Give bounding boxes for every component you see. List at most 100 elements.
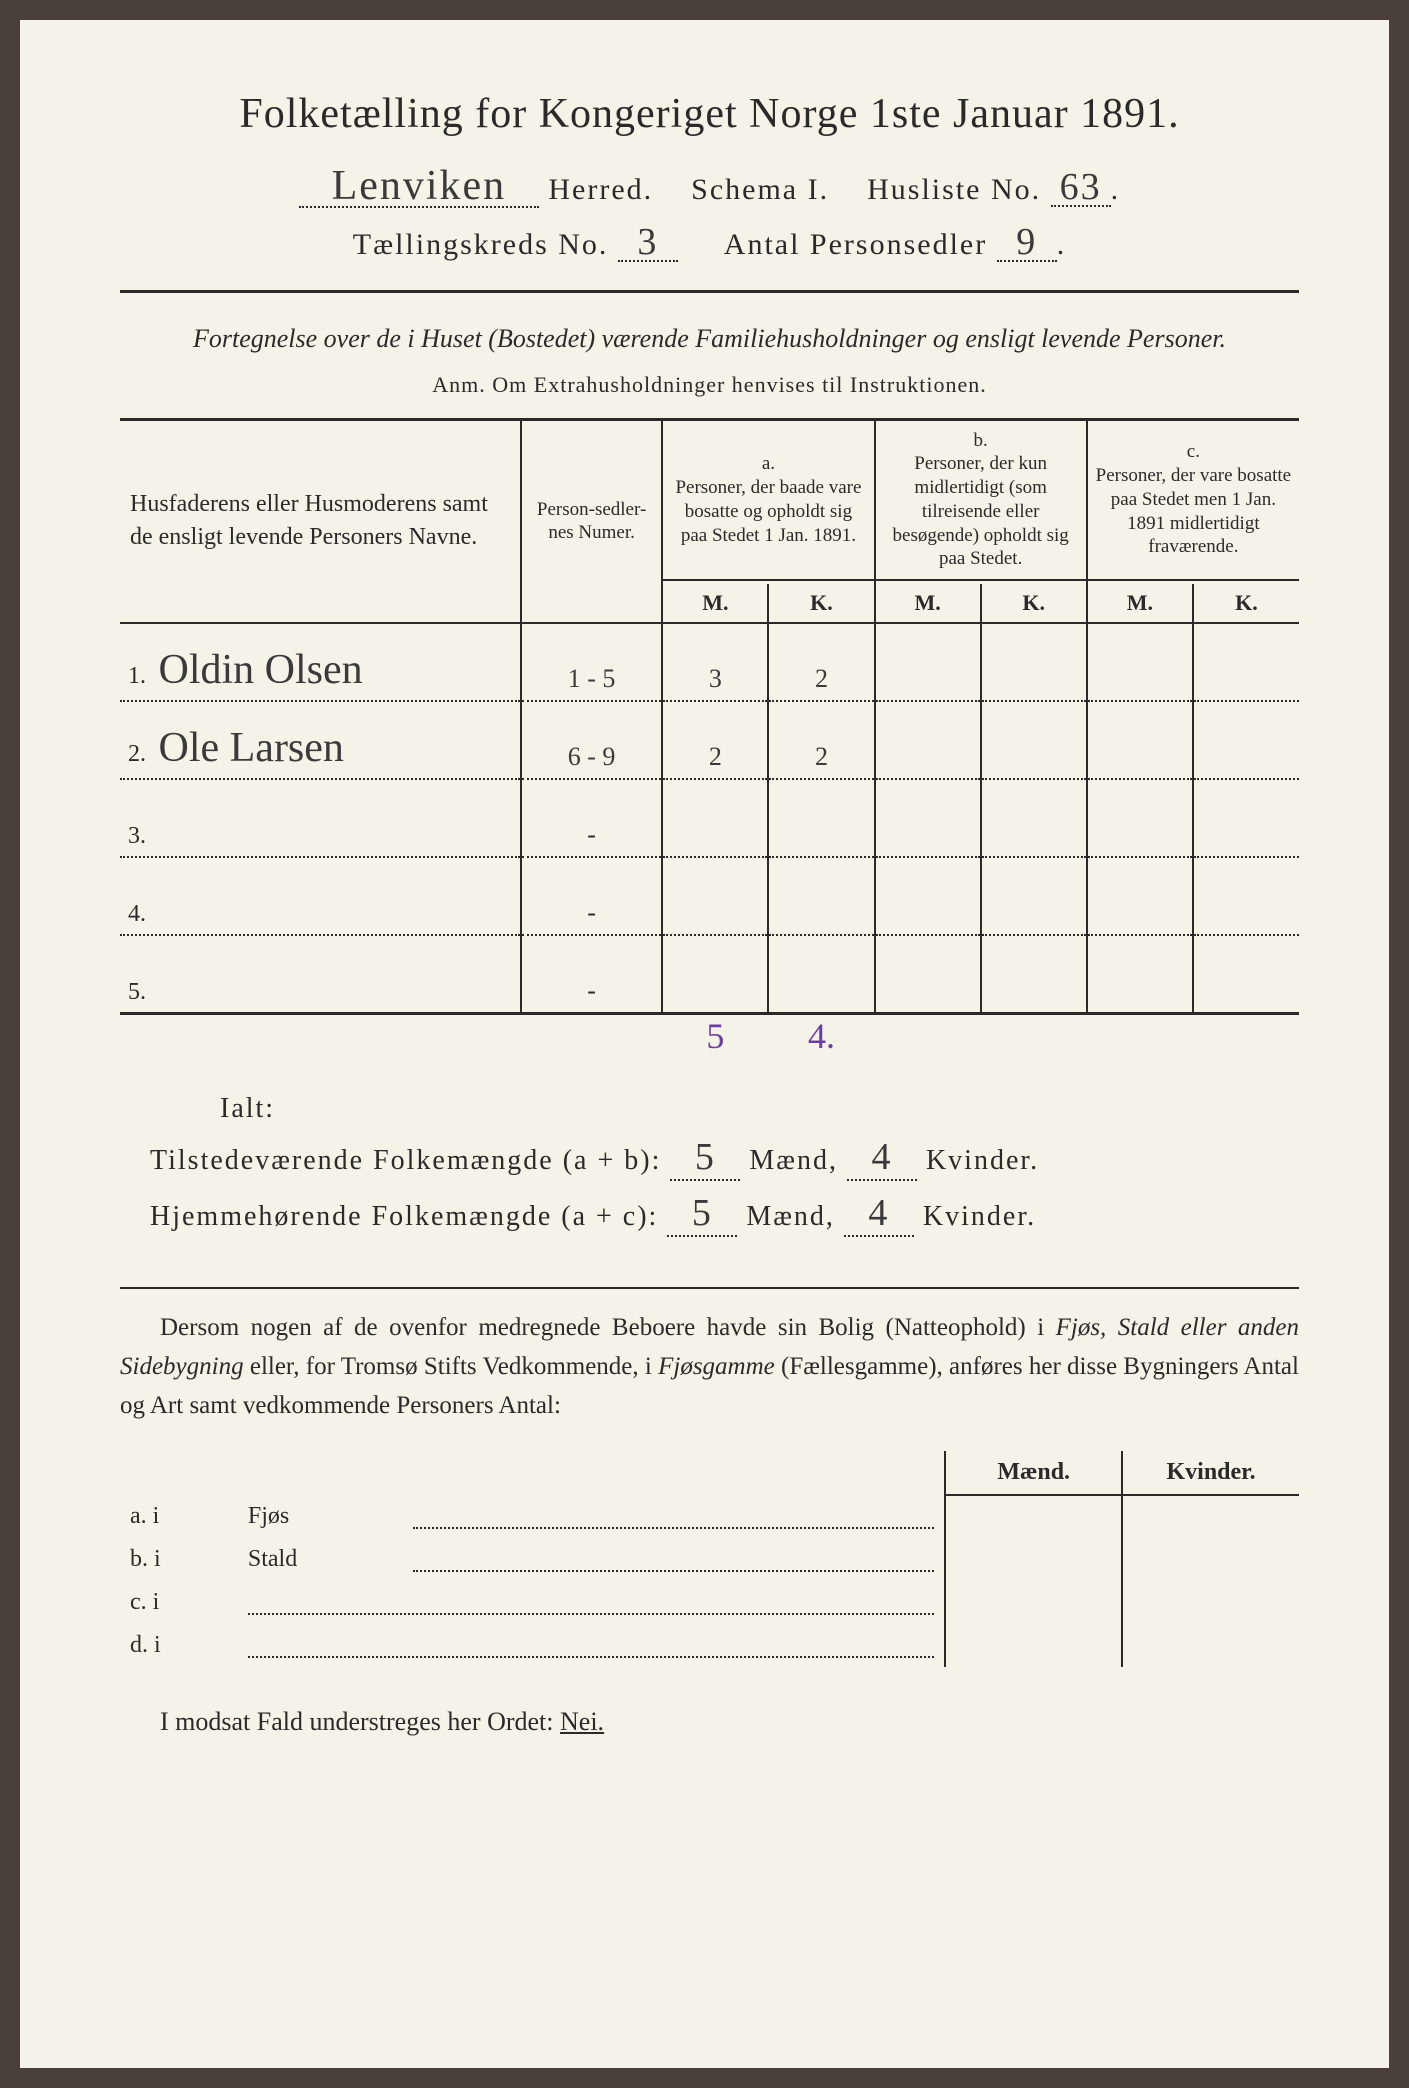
col-a-m: M. [662, 584, 768, 623]
header-line-1: Lenviken Herred. Schema I. Husliste No. … [120, 162, 1299, 208]
totals-line-1: Tilstedeværende Folkemængde (a + b): 5 M… [150, 1135, 1299, 1181]
row-num: 3. [128, 823, 152, 849]
row-num: 4. [128, 901, 152, 927]
totals-block: Ialt: Tilstedeværende Folkemængde (a + b… [120, 1093, 1299, 1237]
col-b-m: M. [875, 584, 981, 623]
lower-row-label: c. i [120, 1581, 238, 1624]
person-name: Oldin Olsen [159, 646, 363, 694]
lower-row: a. i Fjøs [120, 1495, 1299, 1538]
cell-am: 2 [662, 701, 768, 779]
ialt-label: Ialt: [150, 1093, 1299, 1125]
maend-label: Mænd, [746, 1201, 835, 1232]
person-name: Ole Larsen [159, 724, 344, 772]
husliste-label: Husliste No. [867, 173, 1041, 206]
hjemme-k: 4 [844, 1191, 914, 1237]
husliste-value: 63 [1051, 165, 1111, 207]
maend-label: Mænd, [749, 1145, 838, 1176]
col-a-text: Personer, der baade vare bosatte og opho… [669, 476, 867, 547]
col-a-header: a. Personer, der baade vare bosatte og o… [662, 419, 874, 580]
dotfill [413, 1505, 934, 1529]
col-c-label: c. [1094, 440, 1293, 464]
col-b-label: b. [882, 429, 1080, 453]
kvinder-label: Kvinder. [923, 1201, 1036, 1232]
person-sedler: - [521, 857, 662, 935]
herred-label: Herred. [548, 173, 653, 206]
hjemme-label: Hjemmehørende Folkemængde (a + c): [150, 1201, 658, 1232]
person-sedler: - [521, 779, 662, 857]
cell-ck [1193, 623, 1299, 701]
col-b-text: Personer, der kun midlertidigt (som tilr… [882, 452, 1080, 571]
totals-line-2: Hjemmehørende Folkemængde (a + c): 5 Mæn… [150, 1191, 1299, 1237]
person-sedler: 6 - 9 [521, 701, 662, 779]
nei-word: Nei. [560, 1707, 604, 1736]
table-row: 1. Oldin Olsen 1 - 5 3 2 [120, 623, 1299, 701]
lower-table: Mænd. Kvinder. a. i Fjøs b. i Stald c. i… [120, 1451, 1299, 1667]
divider [120, 290, 1299, 293]
cell-bm [875, 623, 981, 701]
kreds-value: 3 [618, 220, 678, 262]
annotation-row: 5 4. [120, 1013, 1299, 1059]
lower-maend-header: Mænd. [945, 1451, 1122, 1495]
cell-bk [981, 701, 1087, 779]
row-num: 5. [128, 979, 152, 1005]
lower-kvinder-header: Kvinder. [1122, 1451, 1299, 1495]
household-table: Husfaderens eller Husmoderens samt de en… [120, 418, 1299, 1060]
person-sedler: - [521, 935, 662, 1013]
lower-row: b. i Stald [120, 1538, 1299, 1581]
antal-value: 9 [997, 220, 1057, 262]
cell-am: 3 [662, 623, 768, 701]
hjemme-m: 5 [667, 1191, 737, 1237]
kreds-label: Tællingskreds No. [353, 228, 609, 261]
col-name-header: Husfaderens eller Husmoderens samt de en… [120, 419, 521, 623]
tilstede-label: Tilstedeværende Folkemængde (a + b): [150, 1145, 661, 1176]
table-row: 3. - [120, 779, 1299, 857]
lower-row-label: d. i [120, 1624, 238, 1667]
lower-row: c. i [120, 1581, 1299, 1624]
col-c-m: M. [1087, 584, 1193, 623]
col-a-k: K. [768, 584, 874, 623]
tilstede-m: 5 [670, 1135, 740, 1181]
col-c-header: c. Personer, der vare bosatte paa Stedet… [1087, 419, 1299, 580]
cell-ck [1193, 701, 1299, 779]
lower-row-label: b. i [120, 1538, 238, 1581]
census-form-page: Folketælling for Kongeriget Norge 1ste J… [20, 20, 1389, 2068]
nei-line: I modsat Fald understreges her Ordet: Ne… [120, 1707, 1299, 1737]
cell-cm [1087, 623, 1193, 701]
person-sedler: 1 - 5 [521, 623, 662, 701]
annot-am: 5 [706, 1016, 724, 1056]
col-c-k: K. [1193, 584, 1299, 623]
table-row: 2. Ole Larsen 6 - 9 2 2 [120, 701, 1299, 779]
divider [120, 1287, 1299, 1289]
col-a-label: a. [669, 452, 867, 476]
row-num: 2. [128, 741, 152, 767]
lower-row-kind: Stald [238, 1538, 403, 1581]
lower-paragraph: Dersom nogen af de ovenfor medregnede Be… [120, 1309, 1299, 1425]
col-c-text: Personer, der vare bosatte paa Stedet me… [1094, 464, 1293, 559]
lower-row-label: a. i [120, 1495, 238, 1538]
lower-row-kind: Fjøs [238, 1495, 403, 1538]
cell-ak: 2 [768, 701, 874, 779]
schema-label: Schema I. [691, 173, 829, 206]
nei-label: I modsat Fald understreges her Ordet: [160, 1707, 554, 1736]
table-row: 4. - [120, 857, 1299, 935]
col-pnum-header: Person-sedler-nes Numer. [521, 419, 662, 623]
lower-row: d. i [120, 1624, 1299, 1667]
cell-cm [1087, 701, 1193, 779]
cell-bk [981, 623, 1087, 701]
annot-ak: 4. [808, 1016, 835, 1056]
antal-label: Antal Personsedler [724, 228, 987, 261]
cell-bm [875, 701, 981, 779]
header-line-2: Tællingskreds No. 3 Antal Personsedler 9… [120, 220, 1299, 262]
kvinder-label: Kvinder. [926, 1145, 1039, 1176]
herred-value: Lenviken [299, 162, 539, 208]
dotfill [248, 1634, 934, 1658]
row-num: 1. [128, 663, 152, 689]
tilstede-k: 4 [847, 1135, 917, 1181]
dotfill [413, 1548, 934, 1572]
col-b-k: K. [981, 584, 1087, 623]
page-title: Folketælling for Kongeriget Norge 1ste J… [120, 90, 1299, 138]
cell-ak: 2 [768, 623, 874, 701]
table-row: 5. - [120, 935, 1299, 1013]
col-b-header: b. Personer, der kun midlertidigt (som t… [875, 419, 1087, 580]
anm-text: Anm. Om Extrahusholdninger henvises til … [120, 372, 1299, 398]
